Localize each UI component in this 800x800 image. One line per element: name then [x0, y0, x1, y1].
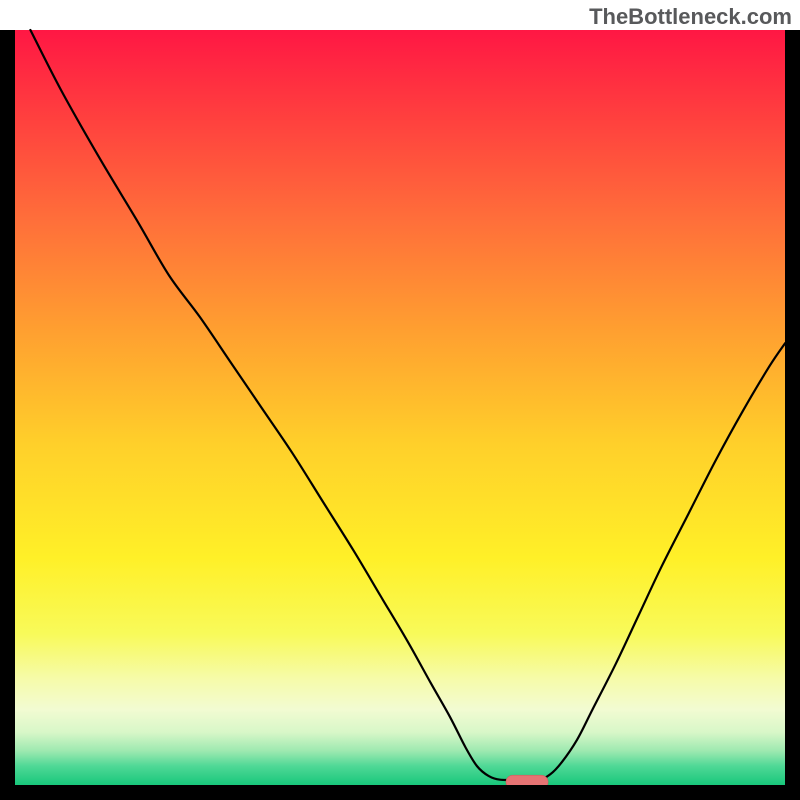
chart-svg — [0, 0, 800, 800]
chart-background — [15, 30, 785, 785]
bottleneck-chart: TheBottleneck.com — [0, 0, 800, 800]
watermark-label: TheBottleneck.com — [589, 4, 792, 30]
